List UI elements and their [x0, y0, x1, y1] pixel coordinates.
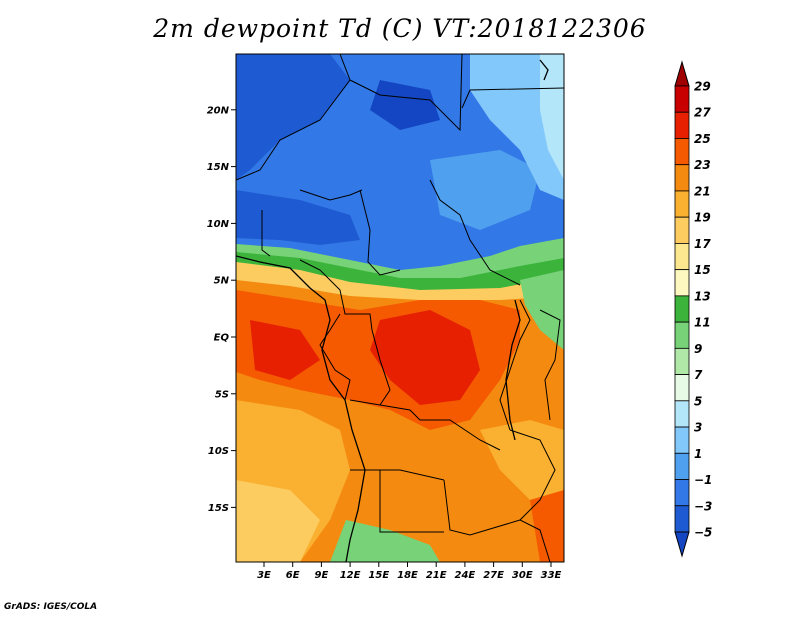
legend-swatch [674, 347, 690, 375]
legend-swatch [674, 85, 690, 113]
lon-label: 24E [455, 570, 476, 581]
legend-swatch [674, 321, 690, 349]
legend-label: 25 [694, 132, 711, 146]
legend-label: 27 [694, 106, 711, 120]
lat-label: 10N [207, 219, 230, 230]
legend-swatch [674, 138, 690, 166]
map-title: 2m dewpoint Td (C) VT:2018122306 [153, 14, 647, 43]
lon-label: 9E [315, 570, 329, 581]
dewpoint-field [236, 54, 564, 562]
coastline [236, 59, 549, 562]
grads-credit: GrADS: IGES/COLA [4, 602, 98, 612]
legend-label: 23 [694, 158, 711, 172]
legend-label: 1 [694, 447, 702, 461]
legend-label: 15 [694, 263, 711, 277]
legend-swatch [674, 505, 690, 533]
legend-label: 3 [694, 421, 702, 435]
legend-label: 11 [694, 316, 711, 330]
legend-label: 7 [694, 368, 703, 382]
legend-swatch [674, 426, 690, 454]
legend-label: −5 [694, 526, 712, 540]
lon-label: 3E [257, 570, 271, 581]
lat-label: 15S [208, 503, 229, 514]
lon-label: 33E [541, 570, 562, 581]
legend-swatch [674, 243, 690, 271]
lat-label: 5S [215, 389, 229, 400]
legend-label: 29 [694, 80, 711, 94]
lon-label: 6E [286, 570, 300, 581]
legend-swatch [674, 479, 690, 507]
legend-swatch [674, 111, 690, 139]
legend-label: −1 [694, 473, 712, 487]
lat-label: EQ [214, 333, 230, 344]
legend-label: 13 [694, 289, 711, 303]
legend-swatch [674, 164, 690, 192]
map-frame [235, 53, 565, 563]
legend-label: 17 [694, 237, 711, 251]
lat-label: 15N [207, 162, 230, 173]
legend-swatch [674, 452, 690, 480]
legend-label: 9 [694, 342, 702, 356]
legend-swatch [674, 374, 690, 402]
lat-label: 5N [214, 276, 230, 287]
lat-label: 20N [207, 105, 230, 116]
legend-label: 5 [694, 394, 702, 408]
longitude-axis: 3E 6E 9E 12E 15E 18E 21E 24E 27E 30E 33E [257, 562, 562, 581]
lon-label: 21E [426, 570, 447, 581]
legend-label: −3 [694, 499, 712, 513]
legend-arrow-top [674, 60, 690, 87]
lon-label: 12E [340, 570, 361, 581]
legend-swatch [674, 190, 690, 218]
legend-label: 21 [694, 184, 711, 198]
latitude-axis: 20N 15N 10N 5N EQ 5S 10S 15S [207, 105, 236, 514]
legend-label: 19 [694, 211, 711, 225]
legend-swatch [674, 216, 690, 244]
lon-label: 27E [483, 570, 504, 581]
color-legend: 29 27 25 23 21 19 17 15 13 11 9 7 5 3 1 −1 −3 −5 [674, 60, 712, 558]
lon-label: 15E [368, 570, 389, 581]
lon-label: 18E [397, 570, 418, 581]
legend-swatch [674, 295, 690, 323]
country-borders [236, 54, 564, 562]
legend-arrow-bottom [674, 531, 690, 558]
legend-swatch [674, 269, 690, 297]
lon-label: 30E [512, 570, 533, 581]
legend-swatch [674, 400, 690, 428]
lat-label: 10S [208, 446, 229, 457]
